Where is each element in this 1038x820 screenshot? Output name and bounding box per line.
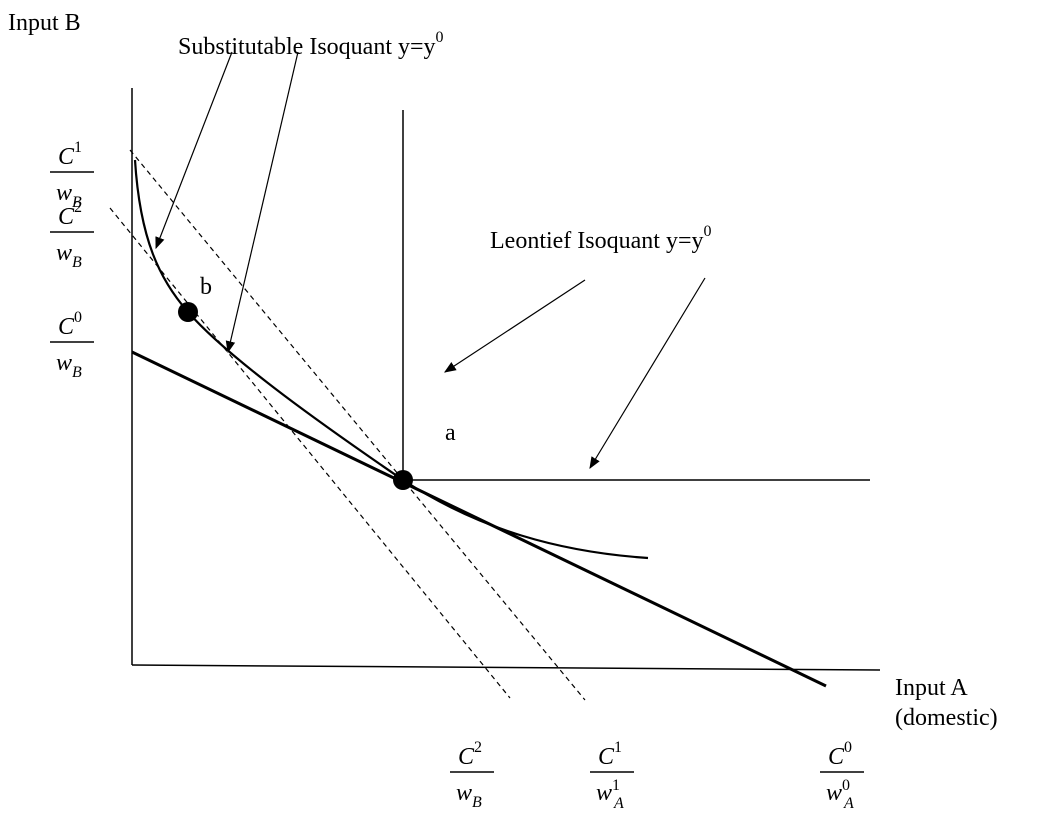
numerator: C2 — [58, 199, 82, 230]
superscript: 1 — [74, 139, 82, 156]
symbol: C — [58, 204, 75, 230]
symbol: w — [56, 240, 72, 266]
subscript: B — [72, 364, 82, 381]
annotation: Leontief Isoquant y=y0 — [490, 223, 711, 254]
subscript: B — [72, 194, 82, 211]
symbol: w — [56, 350, 72, 376]
symbol: C — [58, 314, 75, 340]
subscript: A — [843, 795, 854, 812]
subscript: B — [472, 794, 482, 811]
denominator: w0 A — [826, 777, 854, 812]
y-axis-label: Input B — [8, 10, 81, 36]
symbol: w — [56, 180, 72, 206]
superscript: 0 — [844, 739, 852, 756]
point-label: a — [445, 420, 456, 446]
denominator: wB — [56, 350, 82, 381]
denominator: w1 A — [596, 777, 624, 812]
annotation-text: Substitutable Isoquant y=y — [178, 34, 436, 60]
numerator: C1 — [58, 139, 82, 170]
arrow — [225, 51, 299, 354]
numerator: C1 — [598, 739, 622, 770]
x-axis-label: Input A — [895, 675, 968, 701]
superscript: 0 — [74, 309, 82, 326]
x-axis-label: (domestic) — [895, 705, 998, 731]
arrow — [155, 51, 233, 250]
denominator: wB — [456, 780, 482, 811]
point-label: b — [200, 274, 212, 300]
superscript: 1 — [614, 739, 622, 756]
symbol: w — [826, 780, 842, 806]
arrow — [589, 277, 706, 470]
dashed-line — [129, 149, 586, 701]
point — [178, 302, 198, 322]
annotation-text: Leontief Isoquant y=y — [490, 228, 703, 254]
subscript: A — [613, 795, 624, 812]
symbol: w — [456, 780, 472, 806]
substitutable-isoquant — [133, 159, 649, 560]
symbol: C — [58, 144, 75, 170]
symbol: w — [596, 780, 612, 806]
superscript: 1 — [612, 777, 620, 794]
superscript: 0 — [703, 223, 711, 240]
arrow — [443, 279, 586, 373]
numerator: C2 — [458, 739, 482, 770]
dashed-line — [109, 207, 511, 699]
symbol: C — [598, 744, 615, 770]
denominator: wB — [56, 240, 82, 271]
annotation: Substitutable Isoquant y=y0 — [178, 29, 444, 60]
superscript: 0 — [436, 29, 444, 46]
point — [393, 470, 413, 490]
denominator: wB — [56, 180, 82, 211]
numerator: C0 — [828, 739, 852, 770]
superscript: 2 — [74, 199, 82, 216]
superscript: 2 — [474, 739, 482, 756]
numerator: C0 — [58, 309, 82, 340]
x-axis — [131, 664, 881, 671]
superscript: 0 — [842, 777, 850, 794]
subscript: B — [72, 254, 82, 271]
lines — [109, 51, 881, 701]
symbol: C — [828, 744, 845, 770]
symbol: C — [458, 744, 475, 770]
